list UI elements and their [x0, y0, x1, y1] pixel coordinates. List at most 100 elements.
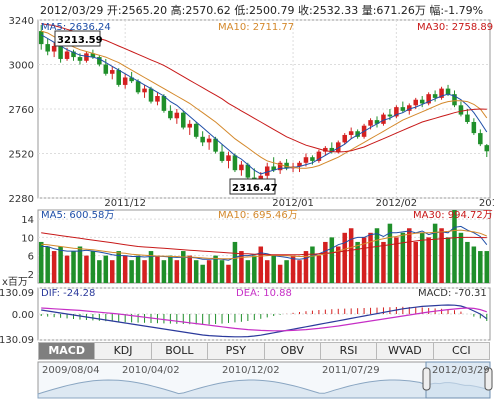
low-annotation: 2316.47: [232, 183, 278, 194]
candle-body: [226, 155, 231, 161]
candle-body: [219, 151, 225, 161]
timeline-label: 2010/12/02: [222, 365, 280, 376]
candle-body: [426, 94, 431, 104]
tab-wvad[interactable]: WVAD: [377, 342, 434, 360]
candle-body: [264, 166, 270, 176]
tab-obv[interactable]: OBV: [264, 342, 321, 360]
volume-bar: [187, 255, 193, 283]
volume-bar: [413, 241, 419, 283]
volume-bar: [342, 232, 347, 283]
tab-cci[interactable]: CCI: [433, 342, 490, 360]
volume-bar: [84, 255, 89, 283]
candle-body: [181, 112, 186, 128]
volume-bar: [168, 255, 173, 283]
volume-bar: [58, 246, 63, 283]
candle-body: [323, 147, 328, 152]
tab-rsi[interactable]: RSI: [320, 342, 378, 360]
timeline-handle-right[interactable]: [484, 367, 493, 391]
volume-bar: [45, 246, 50, 283]
price-ma5-line: [40, 34, 488, 175]
timeline-label: 2012/03/29: [432, 365, 490, 376]
candle-body: [458, 105, 464, 115]
candle-body: [465, 114, 470, 122]
volume-bar: [193, 260, 199, 283]
volume-bar: [103, 255, 109, 283]
candle-body: [187, 123, 193, 128]
volume-bar: [355, 241, 360, 283]
volume-bar: [381, 241, 386, 283]
candle-body: [116, 70, 121, 85]
tab-kdj[interactable]: KDJ: [95, 342, 152, 360]
candle-body: [109, 70, 115, 74]
price-ma10-line: [41, 30, 488, 169]
indicator-tabs: MACD KDJ BOLL PSY OBV RSI WVAD CCI: [38, 342, 490, 360]
candle-body: [284, 162, 289, 169]
quote-header: 2012/03/29 开:2565.20 高:2570.62 低:2500.79…: [40, 2, 483, 18]
volume-bar: [213, 255, 218, 283]
volume-bar: [258, 246, 264, 283]
candle-body: [432, 94, 438, 98]
volume-bar: [271, 255, 276, 283]
volume-legend-ma5: MA5: 600.58万: [41, 210, 114, 221]
candle-body: [452, 94, 457, 106]
candle-body: [161, 96, 167, 111]
timeline-handle-left[interactable]: [422, 367, 431, 391]
volume-bar: [277, 264, 283, 283]
macd-legend-macd: MACD: -70.31: [418, 288, 487, 299]
candle-body: [38, 31, 44, 45]
timeline-selection[interactable]: [425, 361, 491, 399]
candle-body: [387, 114, 393, 117]
price-ytick: 2280: [9, 194, 34, 205]
volume-bar: [109, 260, 115, 283]
volume-legend-ma10: MA10: 695.46万: [218, 210, 298, 221]
macd-legend-dea: DEA: 10.88: [236, 288, 292, 299]
volume-bar: [245, 260, 251, 283]
timeline-label: 2010/04/02: [122, 365, 180, 376]
tab-psy[interactable]: PSY: [208, 342, 265, 360]
timeline-label: 2011/07/29: [322, 365, 380, 376]
high-annotation: 3213.59: [57, 35, 103, 46]
price-ytick: 2760: [9, 105, 34, 116]
quote-high: 高:2570.62: [170, 4, 231, 17]
price-legend-ma10: MA10: 2711.77: [218, 22, 294, 33]
quote-change: 幅:-1.79%: [429, 4, 484, 17]
candle-body: [174, 112, 180, 119]
volume-bar: [361, 237, 367, 283]
volume-bar: [226, 264, 231, 283]
tab-macd[interactable]: MACD: [38, 342, 96, 360]
candle-body: [148, 88, 154, 102]
volume-bar: [387, 223, 393, 283]
volume-bar: [97, 260, 102, 283]
volume-bar: [432, 223, 438, 283]
volume-bar: [284, 260, 289, 283]
high-annotation-box: [54, 30, 101, 47]
candle-body: [316, 151, 322, 161]
candle-body: [400, 107, 406, 111]
price-legend-ma30: MA30: 2758.89: [417, 22, 493, 33]
candle-body: [297, 162, 302, 167]
candle-body: [374, 120, 380, 124]
candle-body: [232, 155, 238, 171]
volume-bar: [452, 210, 457, 283]
candle-body: [419, 99, 425, 104]
volume-ma-line: [41, 229, 487, 260]
volume-bar: [219, 260, 225, 283]
macd-ytick: 0.00: [12, 310, 34, 321]
candle-body: [200, 136, 205, 143]
quote-date: 2012/03/29: [40, 4, 104, 17]
volume-bar: [264, 260, 270, 283]
volume-bar: [116, 251, 121, 283]
volume-bar: [252, 255, 257, 283]
volume-bar: [135, 255, 141, 283]
volume-bar: [77, 246, 83, 283]
volume-bar: [478, 251, 483, 283]
volume-bar: [90, 251, 96, 283]
candle-body: [51, 45, 57, 52]
volume-bar: [122, 255, 128, 283]
candle-body: [122, 77, 128, 85]
candle-body: [193, 123, 199, 137]
candle-body: [103, 64, 109, 74]
price-legend-ma5: MA5: 2636.24: [41, 22, 111, 33]
tab-boll[interactable]: BOLL: [151, 342, 209, 360]
candle-body: [407, 105, 412, 111]
